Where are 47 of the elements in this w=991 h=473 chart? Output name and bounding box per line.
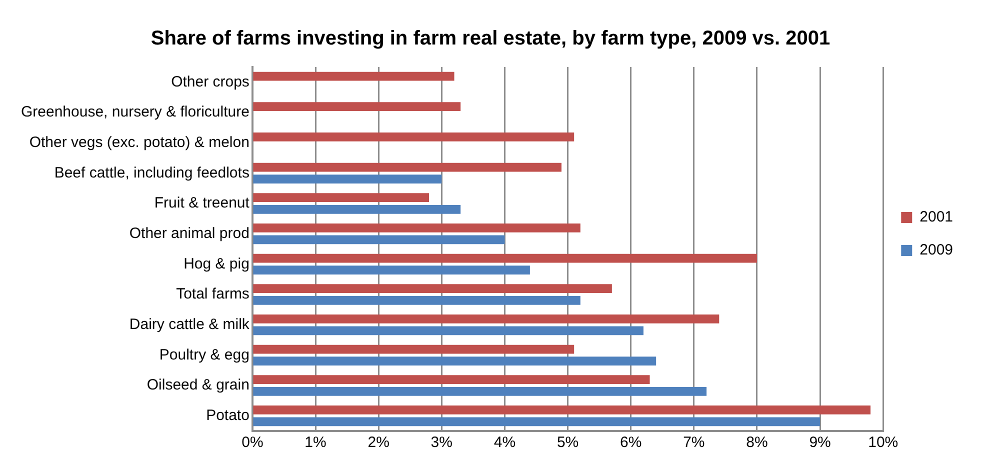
legend-label: 2001 [920,208,954,226]
y-tick-label: Potato [206,406,250,424]
legend-label: 2009 [920,242,954,259]
y-tick-label: Fruit & treenut [154,194,250,212]
bar [253,162,562,172]
bar [253,417,820,426]
bar [253,235,505,244]
x-tick-label: 9% [809,434,831,452]
x-tick-label: 6% [620,434,642,452]
bar [253,266,530,275]
y-tick-label: Other crops [171,73,250,90]
x-tick-label: 4% [494,434,516,452]
y-tick-label: Oilseed & grain [146,376,250,394]
y-tick-label: Hog & pig [184,255,250,272]
bar [253,223,580,232]
bar [253,405,871,414]
x-tick-label: 8% [746,434,768,452]
bar [253,296,580,305]
y-tick-label: Dairy cattle & milk [129,316,250,333]
x-tick-label: 2% [368,434,390,452]
bar [253,344,574,354]
bar [253,72,454,81]
bar [253,254,757,263]
y-tick-label: Other animal prod [129,224,250,242]
bar [253,174,442,184]
x-tick-label: 3% [430,434,452,452]
bar [253,314,720,324]
chart-title: Share of farms investing in farm real estate, by farm type, 2009 vs. 2001 [150,28,830,50]
y-tick-label: Poultry & egg [159,346,250,364]
y-tick-label: Greenhouse, nursery & floriculture [20,104,250,121]
bar [253,356,656,366]
bar [253,204,461,214]
bar [253,132,574,142]
bar [253,284,612,294]
x-tick-label: 10% [868,434,898,452]
x-tick-label: 0% [242,434,264,452]
bar [253,386,707,396]
x-tick-label: 7% [683,434,705,452]
bar [253,102,461,112]
y-tick-label: Beef cattle, including feedlots [54,164,250,182]
x-tick-label: 5% [556,434,579,452]
bar [253,193,430,202]
bar [253,326,644,336]
y-tick-label: Other vegs (exc. potato) & melon [29,134,250,151]
y-tick-label: Total farms [176,286,250,303]
x-tick-label: 1% [304,434,326,452]
bar [253,375,650,384]
